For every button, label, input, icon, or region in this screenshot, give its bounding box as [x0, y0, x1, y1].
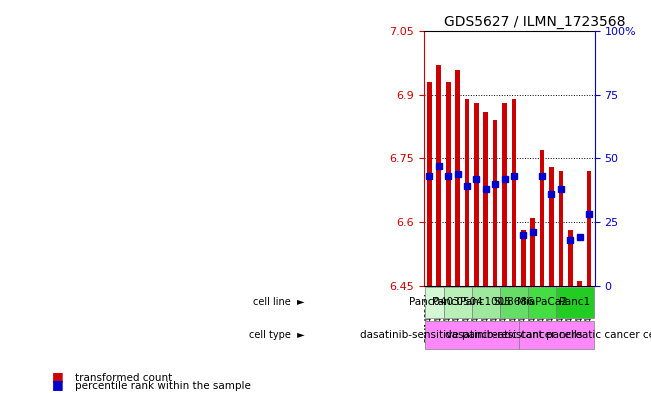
Text: dasatinib-sensitive pancreatic cancer cells: dasatinib-sensitive pancreatic cancer ce…: [361, 330, 583, 340]
FancyBboxPatch shape: [519, 321, 594, 349]
Bar: [540, 150, 544, 286]
Text: Panc0504: Panc0504: [432, 298, 483, 307]
Bar: [493, 120, 497, 286]
Text: SU8686: SU8686: [493, 298, 534, 307]
Text: ■: ■: [52, 370, 64, 383]
Bar: [427, 82, 432, 286]
Text: dasatinib-resistant pancreatic cancer cells: dasatinib-resistant pancreatic cancer ce…: [445, 330, 651, 340]
Bar: [577, 281, 582, 286]
Bar: [549, 167, 554, 286]
FancyBboxPatch shape: [528, 287, 556, 318]
Text: ■: ■: [52, 378, 64, 391]
FancyBboxPatch shape: [472, 287, 500, 318]
Bar: [484, 112, 488, 286]
FancyBboxPatch shape: [556, 287, 594, 318]
Bar: [587, 171, 591, 286]
FancyBboxPatch shape: [424, 321, 519, 349]
Bar: [531, 218, 535, 286]
Text: Panc0403: Panc0403: [409, 298, 460, 307]
Text: percentile rank within the sample: percentile rank within the sample: [75, 381, 251, 391]
Text: Panc1005: Panc1005: [460, 298, 511, 307]
Text: cell line  ►: cell line ►: [253, 298, 304, 307]
Bar: [559, 171, 563, 286]
Bar: [436, 65, 441, 286]
Bar: [512, 99, 516, 286]
FancyBboxPatch shape: [443, 287, 472, 318]
Bar: [502, 103, 507, 286]
Bar: [521, 230, 525, 286]
Text: Panc1: Panc1: [559, 298, 590, 307]
Bar: [446, 82, 450, 286]
FancyBboxPatch shape: [424, 287, 443, 318]
Bar: [474, 103, 478, 286]
Text: transformed count: transformed count: [75, 373, 172, 383]
Text: cell type  ►: cell type ►: [249, 330, 304, 340]
Text: GDS5627 / ILMN_1723568: GDS5627 / ILMN_1723568: [444, 15, 626, 29]
FancyBboxPatch shape: [500, 287, 528, 318]
Bar: [568, 230, 573, 286]
Bar: [465, 99, 469, 286]
Text: MiaPaCa2: MiaPaCa2: [517, 298, 568, 307]
Bar: [455, 70, 460, 286]
